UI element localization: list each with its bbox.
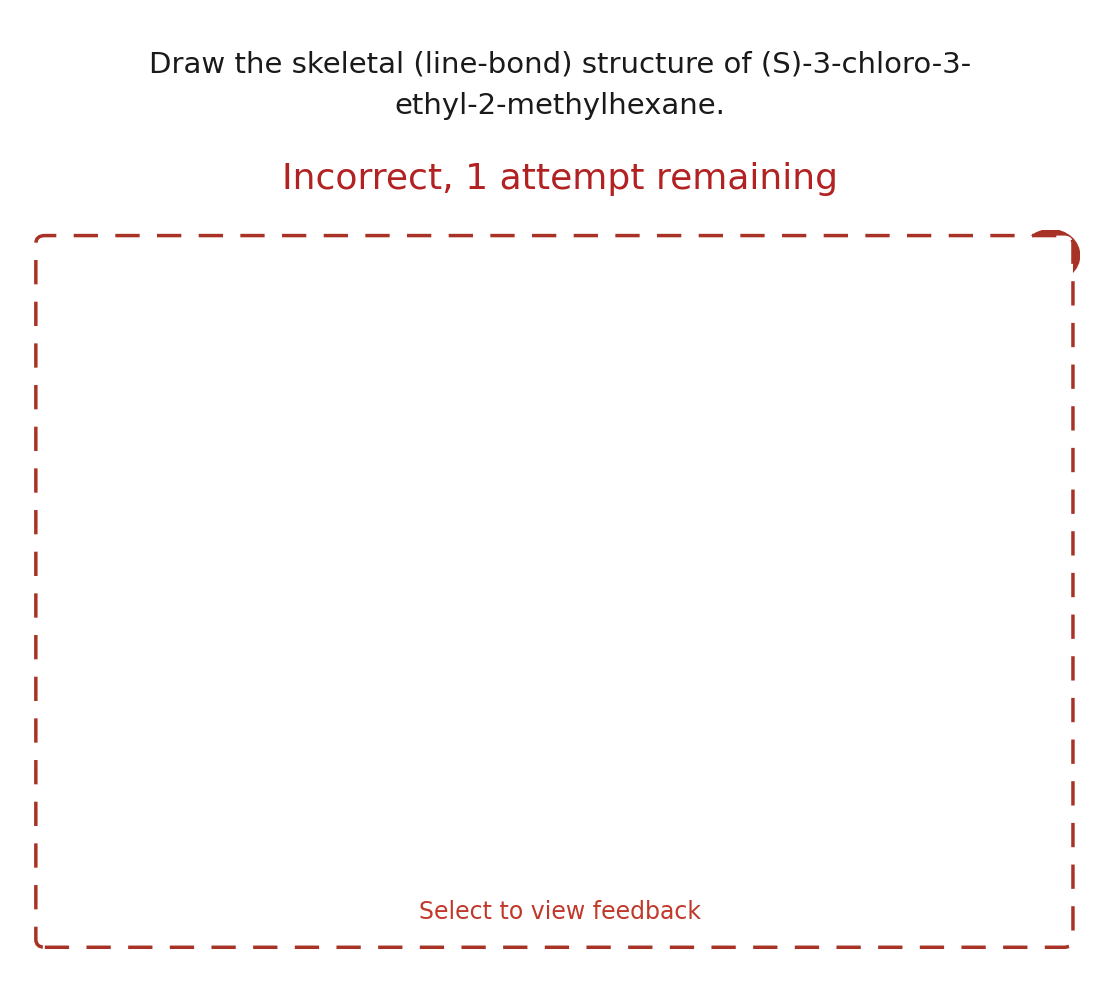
Text: ✕: ✕ bbox=[1042, 246, 1060, 265]
Text: Cl: Cl bbox=[367, 522, 395, 551]
Text: Draw the skeletal (line-bond) structure of (S)-3-chloro-3-: Draw the skeletal (line-bond) structure … bbox=[149, 51, 971, 79]
Text: ethyl-2-methylhexane.: ethyl-2-methylhexane. bbox=[394, 92, 726, 120]
Text: Select to view feedback: Select to view feedback bbox=[419, 901, 701, 924]
Circle shape bbox=[1021, 230, 1080, 281]
Text: Incorrect, 1 attempt remaining: Incorrect, 1 attempt remaining bbox=[282, 162, 838, 196]
